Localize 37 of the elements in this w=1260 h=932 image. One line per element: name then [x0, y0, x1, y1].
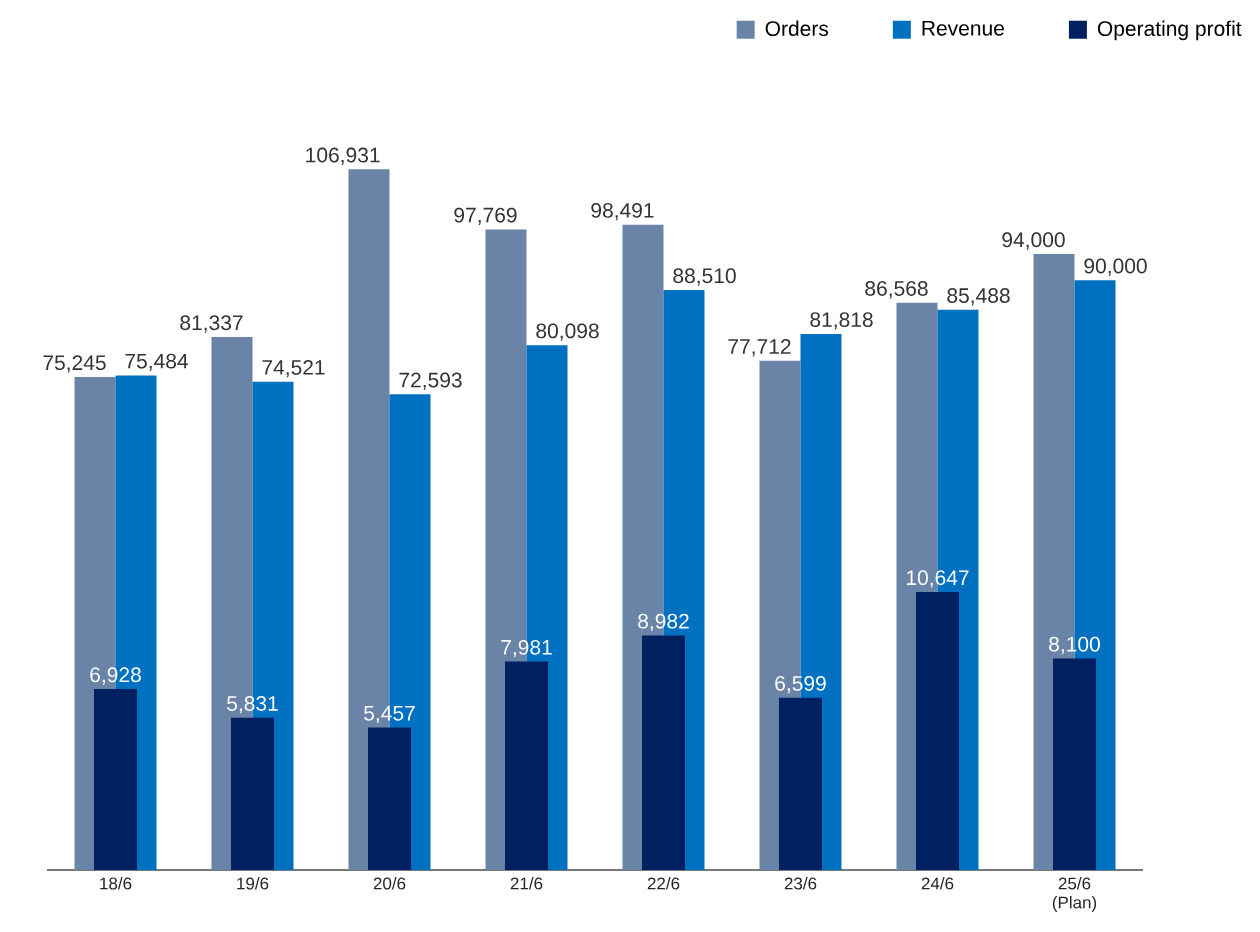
data-label: 10,647 [906, 570, 969, 588]
x-tick-label: 23/6 [784, 877, 817, 890]
data-label: 6,928 [90, 667, 141, 685]
data-label: 80,098 [536, 323, 599, 341]
legend-label: Operating profit [1097, 20, 1242, 41]
x-tick-label: 21/6 [510, 877, 543, 890]
data-label: 90,000 [1084, 258, 1147, 276]
x-tick-label: 25/6 (Plan) [1052, 877, 1097, 912]
data-label: 75,484 [125, 353, 188, 372]
data-label: 72,593 [399, 372, 462, 390]
data-label: 74,521 [262, 359, 325, 378]
x-tick-label: 19/6 [237, 877, 269, 890]
data-label: 88,510 [673, 268, 736, 286]
data-label: 7,981 [501, 639, 552, 658]
data-label: 86,568 [865, 281, 928, 299]
data-label: 94,000 [1002, 232, 1065, 250]
x-tick-label: 20/6 [373, 877, 406, 890]
data-label: 77,712 [728, 339, 791, 357]
data-label: 75,245 [43, 355, 106, 373]
x-tick-label: 18/6 [100, 877, 132, 890]
data-label: 6,599 [775, 675, 826, 694]
data-label: 106,931 [306, 147, 380, 165]
bar [231, 717, 274, 870]
data-label: 8,100 [1049, 636, 1100, 655]
legend-label: Revenue [922, 21, 1004, 36]
x-tick-label: 24/6 [921, 877, 954, 890]
data-label: 85,488 [947, 288, 1010, 306]
data-label: 97,769 [454, 207, 517, 225]
data-label: 98,491 [591, 202, 654, 221]
data-label: 5,457 [364, 706, 415, 724]
legend-label: Orders [765, 20, 829, 37]
x-tick-label: 22/6 [647, 877, 680, 890]
data-label: 8,982 [638, 613, 689, 632]
data-label: 81,818 [810, 312, 873, 330]
data-label: 5,831 [227, 696, 278, 714]
bar [368, 727, 411, 870]
data-label: 81,337 [180, 315, 243, 333]
